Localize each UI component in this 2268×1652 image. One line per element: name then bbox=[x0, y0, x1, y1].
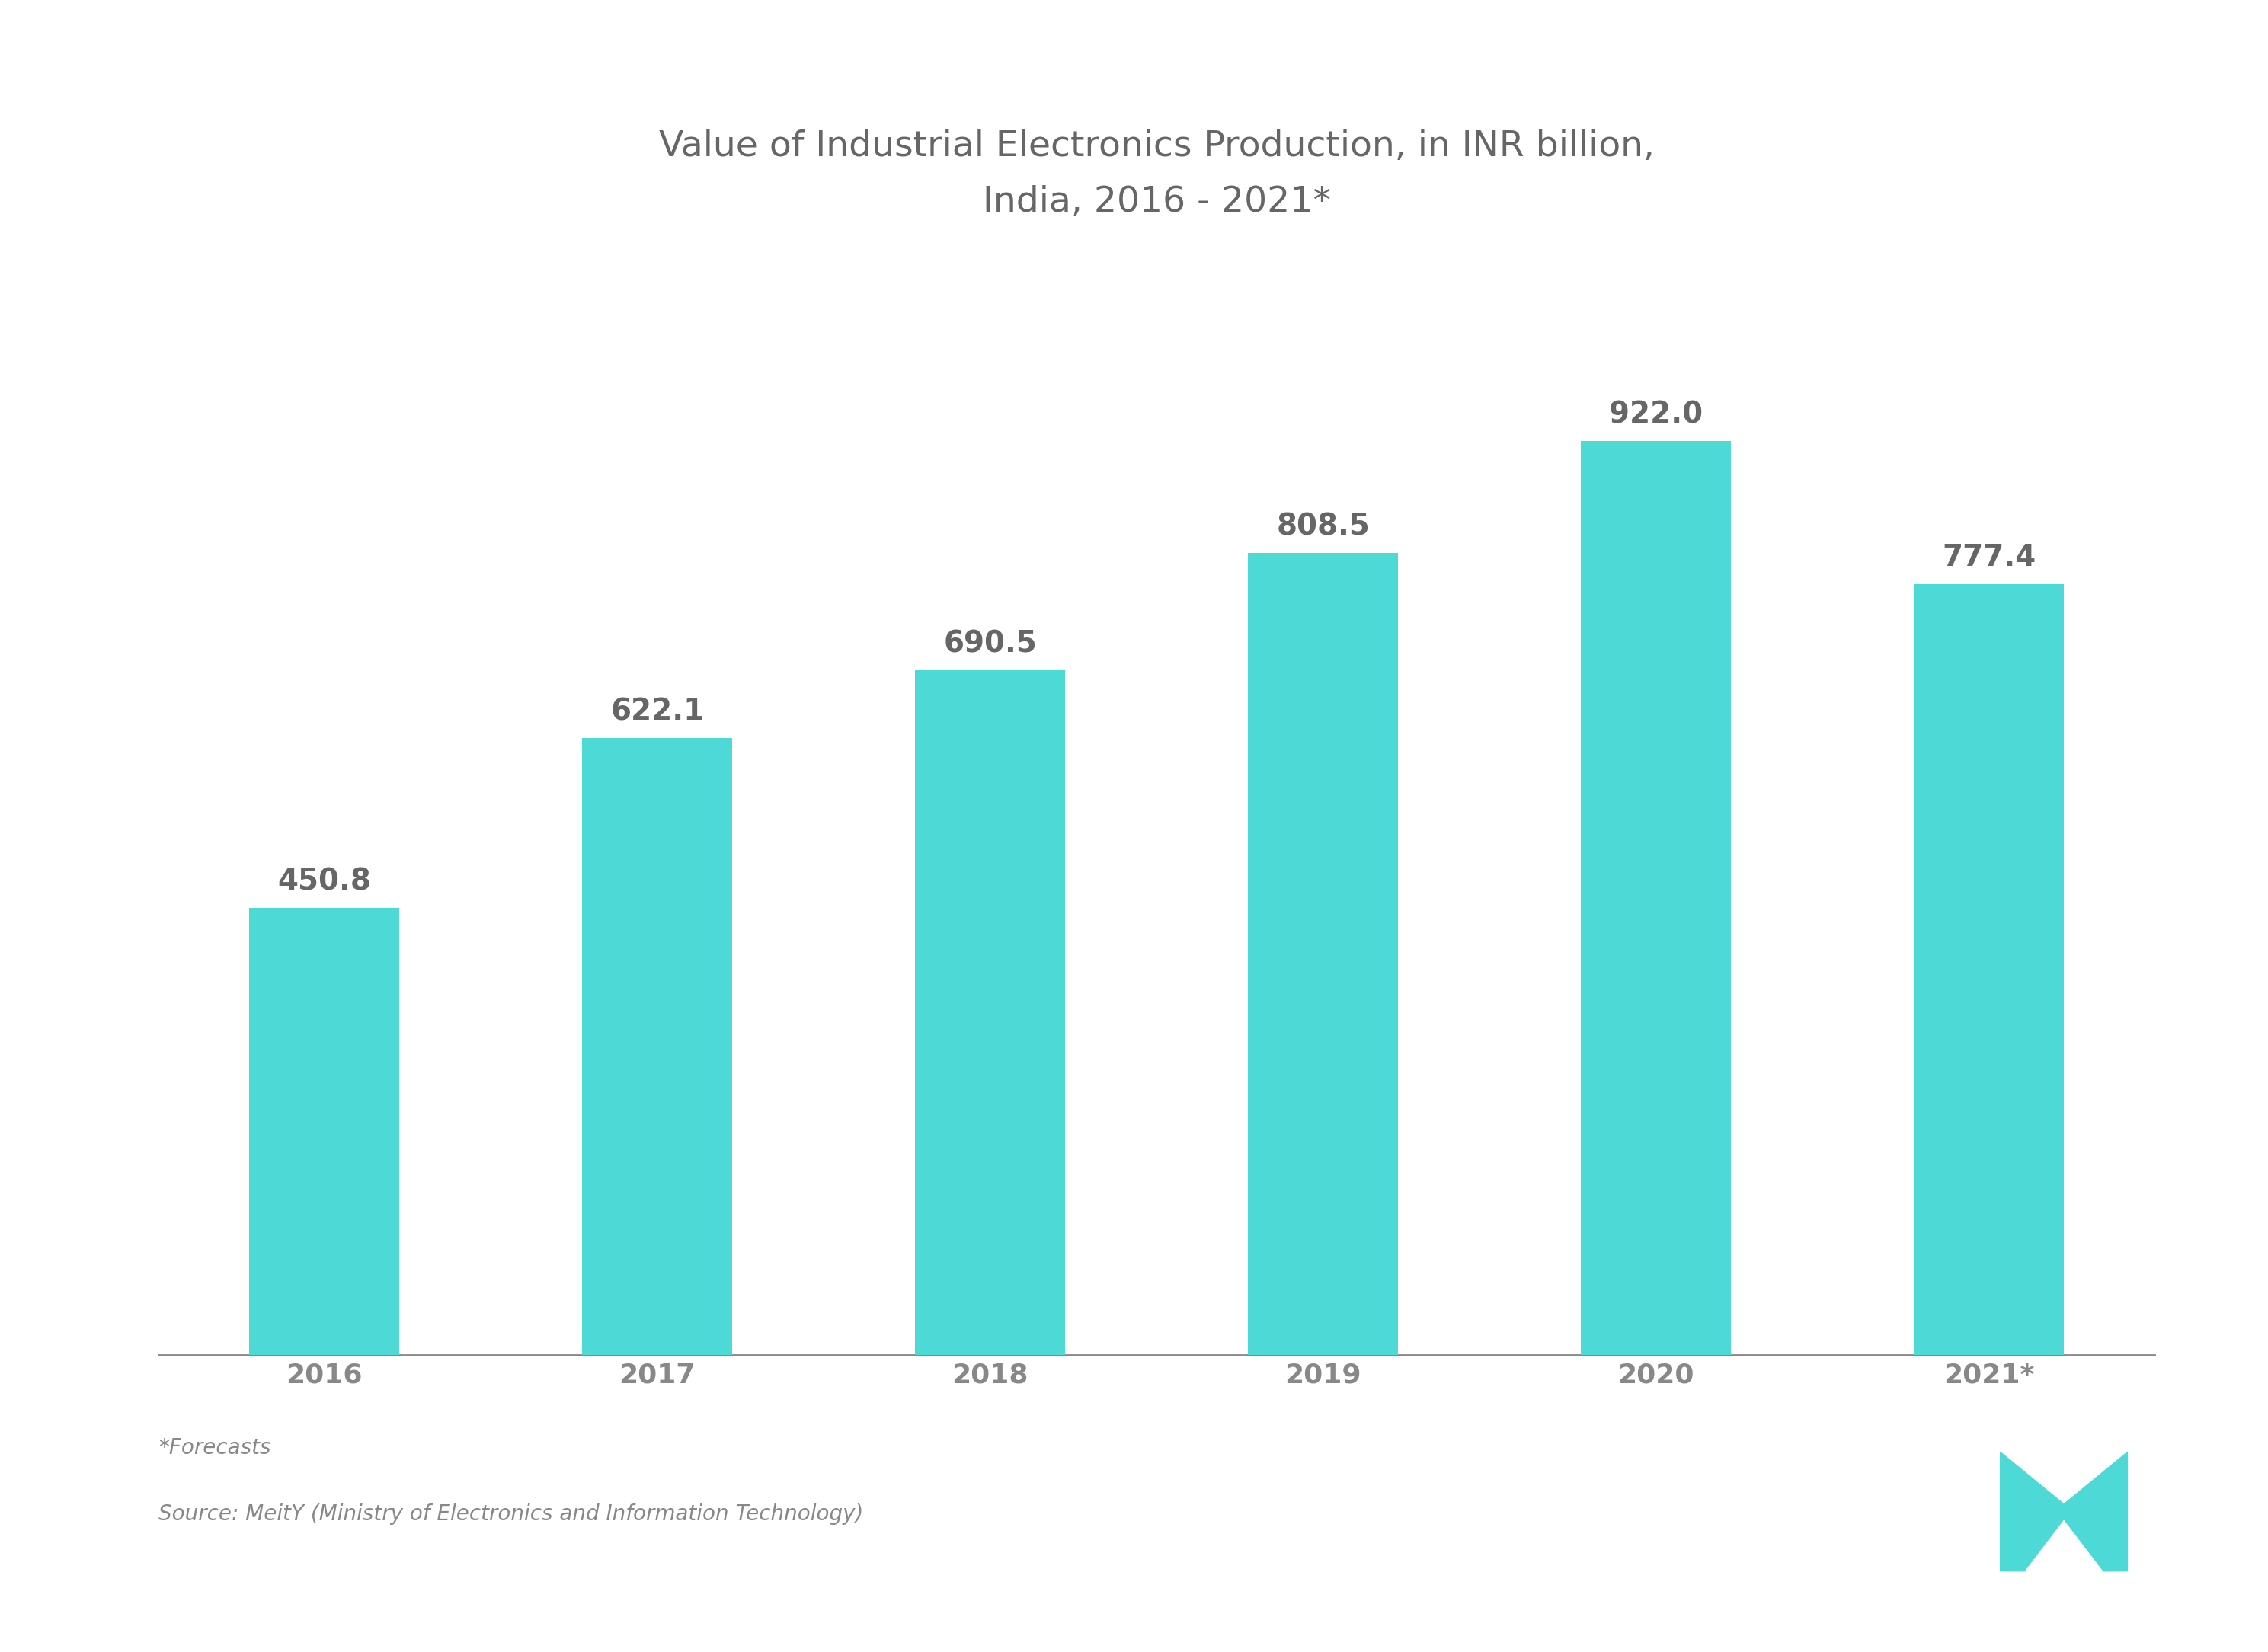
Text: 808.5: 808.5 bbox=[1277, 512, 1370, 542]
Text: 777.4: 777.4 bbox=[1941, 544, 2037, 572]
Title: Value of Industrial Electronics Production, in INR billion,
India, 2016 - 2021*: Value of Industrial Electronics Producti… bbox=[658, 129, 1656, 220]
Text: 622.1: 622.1 bbox=[610, 697, 705, 727]
Text: Source: MeitY (Ministry of Electronics and Information Technology): Source: MeitY (Ministry of Electronics a… bbox=[159, 1503, 864, 1525]
Text: 450.8: 450.8 bbox=[277, 867, 372, 895]
Bar bbox=[916, 671, 1066, 1355]
Text: *Forecasts: *Forecasts bbox=[159, 1437, 272, 1459]
Bar bbox=[1581, 441, 1730, 1355]
Bar bbox=[583, 738, 733, 1355]
Bar bbox=[249, 909, 399, 1355]
Bar bbox=[1247, 553, 1397, 1355]
Polygon shape bbox=[2000, 1452, 2127, 1571]
Bar bbox=[1914, 585, 2064, 1355]
Text: 690.5: 690.5 bbox=[943, 629, 1036, 657]
Text: 922.0: 922.0 bbox=[1610, 400, 1703, 430]
